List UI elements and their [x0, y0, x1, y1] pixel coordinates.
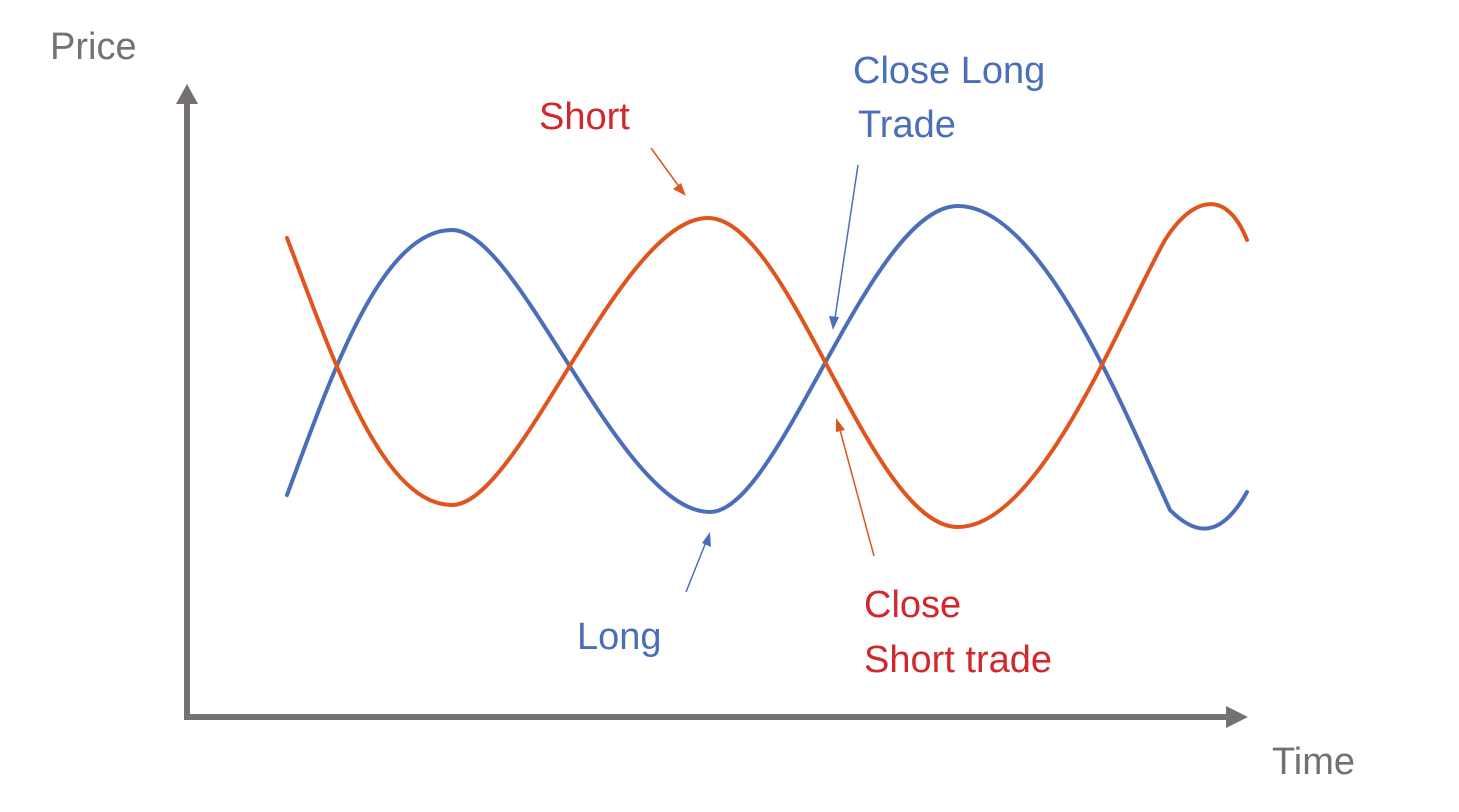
long-arrow	[685, 541, 707, 593]
long-label: Long	[577, 616, 662, 658]
close-short-arrowhead	[836, 418, 845, 432]
short-arrow	[650, 147, 681, 189]
axes	[176, 84, 1248, 728]
close-long-arrow	[834, 164, 859, 319]
x-axis-label: Time	[1272, 741, 1355, 783]
close-long-label-line1: Close Long	[853, 50, 1045, 92]
close-short-label-line1: Close	[864, 584, 961, 626]
annotation-arrows	[650, 147, 875, 593]
long-arrowhead	[702, 532, 711, 547]
close-long-arrowhead	[829, 316, 839, 330]
y-axis-label: Price	[50, 26, 137, 68]
close-long-label-line2: Trade	[858, 104, 956, 146]
x-axis-arrowhead	[1226, 706, 1248, 728]
close-short-arrow	[839, 429, 875, 557]
close-short-label-line2: Short trade	[864, 639, 1052, 681]
short-arrowhead	[673, 183, 686, 196]
short-price-curve	[285, 202, 1249, 530]
long-price-curve	[285, 203, 1249, 531]
short-label: Short	[539, 96, 630, 138]
y-axis-arrowhead	[176, 84, 198, 104]
